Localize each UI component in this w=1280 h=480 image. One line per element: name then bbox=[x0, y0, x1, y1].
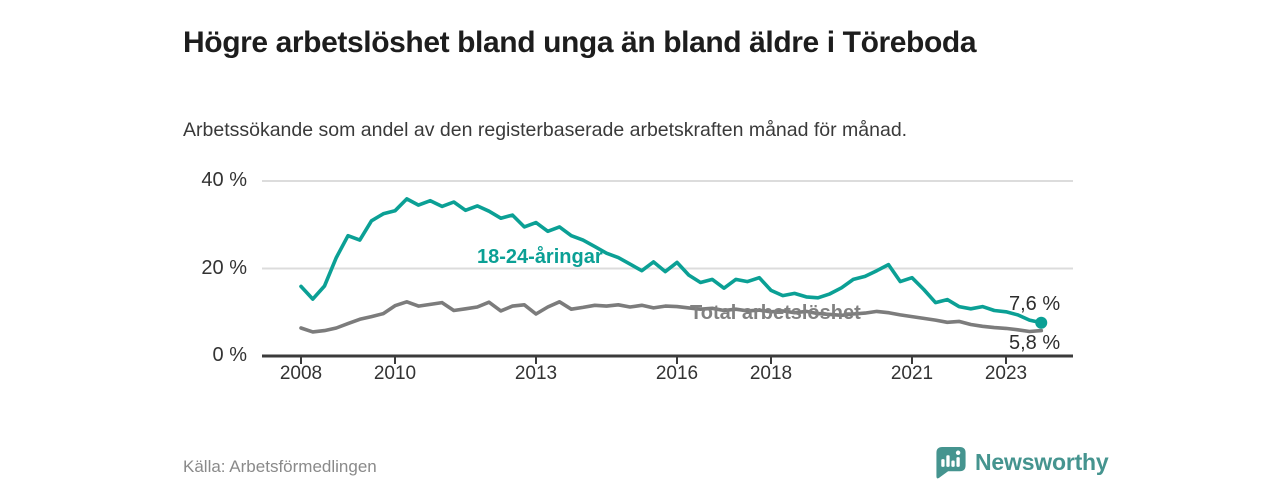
end-value-youth: 7,6 % bbox=[1009, 293, 1061, 315]
youth-series-line bbox=[299, 197, 1044, 325]
end-value-total: 5,8 % bbox=[1009, 332, 1061, 354]
x-axis-label: 2008 bbox=[279, 363, 323, 384]
chart-subtitle: Arbetssökande som andel av den registerb… bbox=[183, 118, 908, 141]
series-label-total: Total arbetslöshet bbox=[690, 302, 861, 324]
x-axis-label: 2013 bbox=[514, 363, 558, 384]
series-end-dot bbox=[1035, 316, 1048, 329]
y-axis-label: 20 % bbox=[201, 256, 247, 279]
x-axis-label: 2016 bbox=[655, 363, 699, 384]
newsworthy-logo[interactable]: Newsworthy bbox=[934, 445, 1109, 479]
total-series-line bbox=[299, 300, 1044, 334]
page-title: Högre arbetslöshet bland unga än bland ä… bbox=[183, 26, 977, 60]
newsworthy-badge-icon bbox=[936, 446, 966, 479]
source-note: Källa: Arbetsförmedlingen bbox=[183, 457, 377, 476]
y-axis-label: 0 % bbox=[212, 344, 247, 366]
bar-chart-glyph bbox=[941, 450, 961, 467]
y-axis-label: 40 % bbox=[201, 169, 247, 191]
x-axis-label: 2021 bbox=[890, 363, 934, 384]
brand-name: Newsworthy bbox=[975, 449, 1109, 475]
axis-ticks bbox=[300, 357, 1007, 364]
x-axis-label: 2010 bbox=[373, 363, 417, 384]
x-axis-label: 2018 bbox=[749, 363, 793, 384]
x-axis-label: 2023 bbox=[984, 363, 1028, 384]
series-label-youth: 18-24-åringar bbox=[477, 246, 603, 268]
